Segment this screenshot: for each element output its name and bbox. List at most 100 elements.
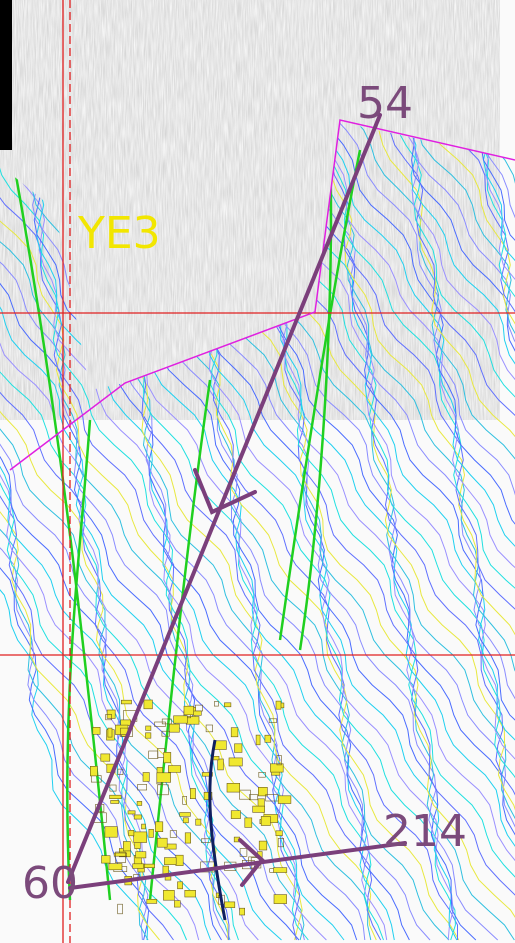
contour-line xyxy=(258,122,515,941)
building xyxy=(268,718,278,723)
direction-arrow xyxy=(238,838,265,887)
building xyxy=(128,829,135,837)
contour-layer xyxy=(0,122,515,941)
route xyxy=(66,113,407,890)
contour-line xyxy=(0,122,305,941)
contour-line xyxy=(325,122,515,941)
building xyxy=(148,828,154,838)
building xyxy=(137,784,148,791)
building xyxy=(224,702,232,708)
building xyxy=(230,727,239,738)
contour-line xyxy=(377,122,515,941)
building xyxy=(145,732,152,739)
building xyxy=(133,831,147,843)
building xyxy=(275,830,283,836)
route-segment xyxy=(68,841,407,890)
building xyxy=(141,823,146,830)
contour-line xyxy=(431,122,515,941)
building xyxy=(174,900,181,908)
building xyxy=(120,719,131,726)
building xyxy=(127,810,136,815)
contour-line xyxy=(0,122,222,941)
station-label: 60 xyxy=(22,858,78,909)
contour-line xyxy=(10,122,358,941)
contour-line xyxy=(323,122,515,941)
building xyxy=(92,726,101,735)
building xyxy=(258,771,266,778)
contour-line xyxy=(473,122,515,941)
building xyxy=(183,705,194,716)
building xyxy=(100,753,111,762)
contour-line xyxy=(308,122,515,941)
contour-line xyxy=(0,122,212,941)
building xyxy=(163,889,175,901)
building xyxy=(203,791,213,800)
contour-line xyxy=(324,122,515,941)
building xyxy=(252,805,265,813)
building xyxy=(182,817,189,824)
building xyxy=(184,832,191,844)
contour-line xyxy=(443,122,515,941)
building xyxy=(260,816,271,826)
building xyxy=(205,724,213,733)
contour-line xyxy=(398,122,515,941)
station-label: 54 xyxy=(357,78,413,129)
contour-line xyxy=(289,122,515,941)
contour-line xyxy=(0,122,149,941)
contour-line xyxy=(398,122,515,941)
contour-line xyxy=(272,122,515,941)
building xyxy=(228,757,243,767)
direction-arrow xyxy=(193,468,257,515)
contour-line xyxy=(0,122,188,941)
building xyxy=(157,784,169,796)
building xyxy=(257,786,268,797)
contour-line xyxy=(0,122,200,941)
contour-line xyxy=(0,122,150,941)
building xyxy=(234,743,243,753)
building xyxy=(239,789,251,800)
contour-line xyxy=(397,122,515,941)
building xyxy=(143,863,155,868)
contour-line xyxy=(392,122,515,941)
settlement-layer xyxy=(90,699,292,921)
building xyxy=(273,894,287,904)
contour-line xyxy=(327,122,515,941)
contour-line xyxy=(0,122,149,941)
building xyxy=(113,852,127,857)
contour-line xyxy=(0,122,230,941)
contour-line xyxy=(0,122,160,941)
building xyxy=(107,727,113,738)
building xyxy=(173,715,188,724)
contour-line xyxy=(0,122,259,941)
building xyxy=(135,851,147,859)
contour-line xyxy=(402,122,515,941)
building xyxy=(258,840,268,851)
building xyxy=(273,867,288,873)
building xyxy=(201,838,211,843)
building xyxy=(161,730,170,737)
building xyxy=(226,782,240,793)
contour-line xyxy=(0,122,300,941)
building xyxy=(276,755,282,766)
building xyxy=(239,907,246,916)
contour-line xyxy=(0,122,305,941)
building xyxy=(157,837,168,848)
building xyxy=(109,794,122,800)
building xyxy=(230,810,241,819)
building xyxy=(115,724,129,735)
stream xyxy=(278,149,362,641)
building xyxy=(192,710,202,716)
building xyxy=(163,752,172,764)
building xyxy=(108,863,123,871)
building xyxy=(195,818,202,826)
contour-line xyxy=(323,122,515,941)
building xyxy=(214,701,219,707)
building xyxy=(255,734,261,746)
building xyxy=(169,723,180,733)
building xyxy=(121,699,132,705)
building xyxy=(257,798,265,807)
building xyxy=(177,881,183,890)
route-segment xyxy=(66,113,382,884)
